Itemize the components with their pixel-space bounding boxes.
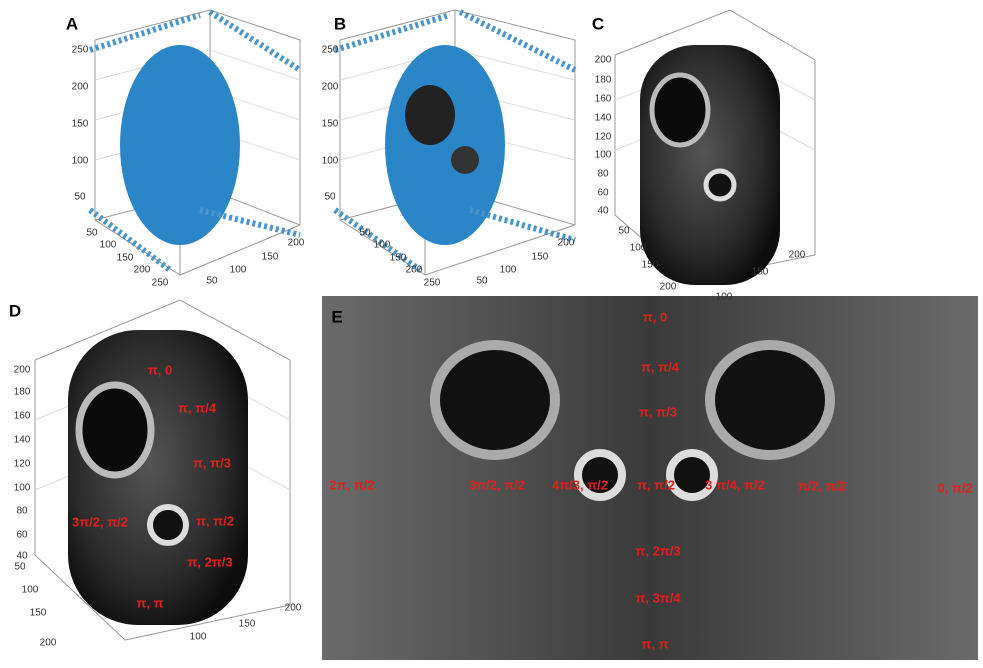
tick-label: 200 xyxy=(406,265,423,276)
tick-label: 120 xyxy=(14,459,31,470)
tick-label: 200 xyxy=(660,282,677,293)
panel-d-axes xyxy=(34,299,291,641)
tick-label: 50 xyxy=(14,562,26,573)
tick-label: 40 xyxy=(597,206,609,217)
tick-label: 250 xyxy=(72,45,89,56)
panel-c-axes xyxy=(614,9,816,285)
panel-b-axes xyxy=(333,9,577,276)
tick-label: 50 xyxy=(206,276,218,287)
tick-label: 100 xyxy=(100,240,117,251)
tick-label: 200 xyxy=(72,82,89,93)
tick-label: 150 xyxy=(117,253,134,264)
tick-label: 50 xyxy=(74,192,86,203)
tick-label: 50 xyxy=(324,192,336,203)
tick-label: 200 xyxy=(789,250,806,261)
coordinate-label: π, 3π/4 xyxy=(635,590,681,605)
coordinate-label: π, 2π/3 xyxy=(635,543,680,558)
coordinate-label: π, π/2 xyxy=(196,513,234,528)
coordinate-label: π, π/4 xyxy=(178,400,217,415)
coordinate-label: π, 2π/3 xyxy=(187,554,232,569)
coordinate-label: π, π/2 xyxy=(637,477,675,492)
tick-label: 100 xyxy=(595,150,612,161)
panel-letter: D xyxy=(9,301,21,320)
tick-label: 150 xyxy=(642,260,659,271)
coordinate-label: π, π xyxy=(641,636,668,651)
tick-label: 50 xyxy=(476,276,488,287)
tick-label: 160 xyxy=(595,94,612,105)
tick-label: 140 xyxy=(14,435,31,446)
tick-label: 200 xyxy=(595,55,612,66)
coordinate-label: 3π/2, π/2 xyxy=(72,514,128,529)
panel-letter: C xyxy=(592,14,604,33)
panel-letter: E xyxy=(331,307,342,326)
tick-label: 200 xyxy=(40,638,57,649)
coordinate-label: 4π/3, π/2 xyxy=(552,477,608,492)
tick-label: 100 xyxy=(230,265,247,276)
coordinate-label: π, 0 xyxy=(643,309,667,324)
tick-label: 250 xyxy=(424,278,441,289)
tick-label: 150 xyxy=(752,267,769,278)
tick-label: 200 xyxy=(288,238,305,249)
tick-label: 200 xyxy=(322,82,339,93)
panel-a-axes xyxy=(88,9,302,276)
coordinate-label: π, π/4 xyxy=(641,359,680,374)
tick-label: 150 xyxy=(390,253,407,264)
tick-label: 150 xyxy=(72,119,89,130)
tick-label: 60 xyxy=(597,188,609,199)
coordinate-label: π, π xyxy=(136,595,163,610)
tick-label: 100 xyxy=(716,292,733,303)
tick-label: 100 xyxy=(72,156,89,167)
tick-label: 100 xyxy=(500,265,517,276)
tick-label: 150 xyxy=(30,608,47,619)
tick-label: 150 xyxy=(262,252,279,263)
tick-label: 140 xyxy=(595,113,612,124)
tick-label: 100 xyxy=(374,240,391,251)
panel-e-image xyxy=(322,296,978,660)
coordinate-label: 3 π/4, π/2 xyxy=(705,477,765,492)
tick-label: 40 xyxy=(16,551,28,562)
tick-label: 180 xyxy=(595,75,612,86)
tick-label: 50 xyxy=(86,228,98,239)
tick-label: 50 xyxy=(618,226,630,237)
tick-label: 100 xyxy=(630,243,647,254)
tick-label: 100 xyxy=(190,632,207,643)
tick-label: 200 xyxy=(558,238,575,249)
tick-label: 80 xyxy=(597,169,609,180)
tick-label: 60 xyxy=(16,530,28,541)
tick-label: 50 xyxy=(359,228,371,239)
panel-letter: B xyxy=(334,14,346,33)
tick-label: 200 xyxy=(285,603,302,614)
coordinate-label: π, π/3 xyxy=(639,404,677,419)
tick-label: 100 xyxy=(14,483,31,494)
tick-label: 100 xyxy=(22,585,39,596)
tick-label: 120 xyxy=(595,132,612,143)
tick-label: 150 xyxy=(322,119,339,130)
coordinate-label: π, 0 xyxy=(148,362,172,377)
panel-letter: A xyxy=(66,14,78,33)
tick-label: 160 xyxy=(14,411,31,422)
tick-label: 200 xyxy=(14,365,31,376)
tick-label: 200 xyxy=(134,265,151,276)
tick-label: 180 xyxy=(14,387,31,398)
tick-label: 250 xyxy=(322,45,339,56)
coordinate-label: π, π/3 xyxy=(193,455,231,470)
coordinate-label: 2π, π/2 xyxy=(329,477,374,492)
coordinate-label: 0, π/2 xyxy=(937,480,972,495)
coordinate-label: 3π/2, π/2 xyxy=(469,477,525,492)
tick-label: 80 xyxy=(16,506,28,517)
tick-label: 150 xyxy=(532,252,549,263)
tick-label: 100 xyxy=(322,156,339,167)
tick-label: 250 xyxy=(152,278,169,289)
coordinate-label: π/2, π/2 xyxy=(798,478,847,493)
tick-label: 150 xyxy=(239,619,256,630)
